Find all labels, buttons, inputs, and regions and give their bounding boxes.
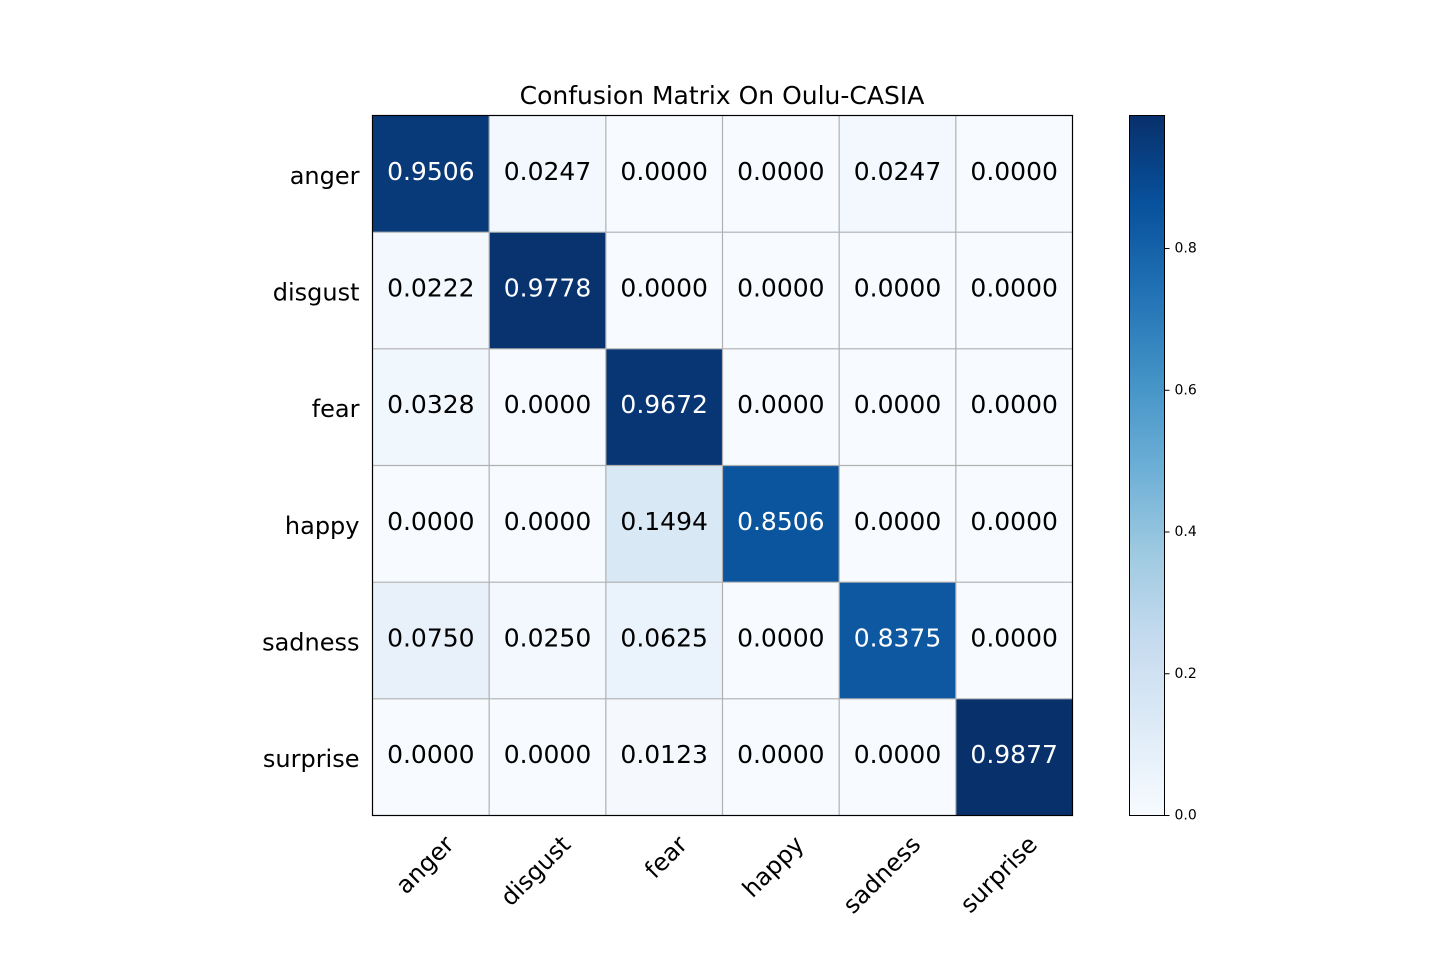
colorbar-tick-label: 0.8 <box>1175 241 1197 257</box>
heatmap-cells <box>372 115 1073 816</box>
cell-value-label: 0.9506 <box>387 157 474 186</box>
cell-value-label: 0.0000 <box>970 507 1057 536</box>
heatmap-cell <box>722 232 840 350</box>
heatmap-cell <box>839 698 957 816</box>
cell-value-label: 0.0000 <box>737 274 824 303</box>
cell-value-label: 0.0750 <box>387 624 474 653</box>
y-tick-label: fear <box>312 395 360 423</box>
cell-value-label: 0.0222 <box>387 274 474 303</box>
heatmap-cell <box>605 582 723 700</box>
y-tick-label: disgust <box>273 279 360 307</box>
heatmap-cell <box>489 582 607 700</box>
cell-value-label: 0.0000 <box>970 390 1057 419</box>
cell-value-label: 0.0625 <box>620 624 707 653</box>
x-tick-label: sadness <box>837 830 926 919</box>
cell-value-label: 0.8375 <box>854 624 941 653</box>
cell-value-label: 0.0000 <box>620 157 707 186</box>
heatmap-cell <box>489 698 607 816</box>
heatmap-cell <box>955 232 1073 350</box>
heatmap-cell <box>722 698 840 816</box>
y-tick-label: sadness <box>262 629 359 657</box>
heatmap-cell <box>839 348 957 466</box>
cell-value-label: 0.9877 <box>970 740 1057 769</box>
heatmap-cell <box>372 115 490 233</box>
heatmap-cell <box>839 115 957 233</box>
cell-value-label: 0.0000 <box>854 390 941 419</box>
cell-value-label: 0.0000 <box>970 274 1057 303</box>
cell-value-label: 0.0000 <box>387 740 474 769</box>
heatmap-cell <box>722 115 840 233</box>
cell-value-label: 0.0000 <box>737 390 824 419</box>
x-tick-label: surprise <box>955 830 1043 918</box>
cell-value-label: 0.0000 <box>387 507 474 536</box>
heatmap-gridlines <box>372 115 1073 816</box>
heatmap-cell <box>955 465 1073 583</box>
heatmap-cell <box>839 582 957 700</box>
x-tick-label: happy <box>737 830 810 903</box>
y-tick-label: happy <box>285 512 360 540</box>
y-tick-label: surprise <box>263 745 360 773</box>
chart-title: Confusion Matrix On Oulu-CASIA <box>520 81 925 110</box>
heatmap-cell <box>372 465 490 583</box>
cell-value-label: 0.0000 <box>854 507 941 536</box>
heatmap-cell <box>722 348 840 466</box>
cell-value-label: 0.0000 <box>504 507 591 536</box>
heatmap-cell <box>839 465 957 583</box>
y-axis-tick-labels: anger disgust fear happy sadness surprise <box>262 162 360 773</box>
plot-frame <box>371 114 1074 817</box>
cell-value-label: 0.0000 <box>970 624 1057 653</box>
cell-value-label: 0.0328 <box>387 390 474 419</box>
heatmap-cell <box>722 465 840 583</box>
cell-value-label: 0.0247 <box>504 157 591 186</box>
y-tick-label: anger <box>290 162 360 190</box>
cell-value-label: 0.9672 <box>620 390 707 419</box>
cell-value-label: 0.1494 <box>620 507 707 536</box>
heatmap-cell <box>489 465 607 583</box>
x-axis-tick-labels: anger disgust fear happy sadness surprise <box>390 830 1042 919</box>
cell-value-label: 0.8506 <box>737 507 824 536</box>
colorbar-tick-label: 0.2 <box>1175 666 1197 682</box>
cell-value-label: 0.0000 <box>970 157 1057 186</box>
cell-value-label: 0.9778 <box>504 274 591 303</box>
x-tick-label: fear <box>639 830 693 884</box>
heatmap-cell <box>489 115 607 233</box>
heatmap-cell <box>955 115 1073 233</box>
cell-value-label: 0.0123 <box>620 740 707 769</box>
heatmap-cell <box>605 698 723 816</box>
heatmap-cell <box>605 348 723 466</box>
cell-value-label: 0.0000 <box>737 740 824 769</box>
cell-value-label: 0.0000 <box>854 274 941 303</box>
heatmap-cell <box>605 465 723 583</box>
colorbar <box>1129 115 1165 816</box>
heatmap-cell <box>489 232 607 350</box>
heatmap-cell <box>955 582 1073 700</box>
cell-value-label: 0.0250 <box>504 624 591 653</box>
colorbar-ticks: 0.0 0.2 0.4 0.6 0.8 <box>1164 241 1197 824</box>
heatmap-cell <box>605 115 723 233</box>
heatmap-cell <box>839 232 957 350</box>
colorbar-tick-label: 0.0 <box>1175 808 1197 824</box>
heatmap-cell <box>372 698 490 816</box>
colorbar-tick-label: 0.6 <box>1175 382 1197 398</box>
heatmap-cell <box>605 232 723 350</box>
cell-value-label: 0.0000 <box>737 624 824 653</box>
cell-value-label: 0.0000 <box>620 274 707 303</box>
colorbar-tick-label: 0.4 <box>1175 524 1197 540</box>
cell-value-label: 0.0000 <box>854 740 941 769</box>
heatmap-cell <box>372 582 490 700</box>
heatmap-cell <box>372 348 490 466</box>
cell-value-label: 0.0000 <box>504 740 591 769</box>
heatmap-cell <box>955 348 1073 466</box>
heatmap-cell <box>722 582 840 700</box>
cell-value-label: 0.0000 <box>504 390 591 419</box>
cell-value-label: 0.0000 <box>737 157 824 186</box>
x-tick-label: disgust <box>495 830 576 911</box>
x-tick-label: anger <box>390 830 459 899</box>
cell-value-label: 0.0247 <box>854 157 941 186</box>
heatmap-cell <box>372 232 490 350</box>
heatmap-cell-labels: 0.9506 0.0247 0.0000 0.0000 0.0247 0.0000 0.02… <box>387 157 1058 769</box>
heatmap-cell <box>489 348 607 466</box>
heatmap-cell <box>955 698 1073 816</box>
